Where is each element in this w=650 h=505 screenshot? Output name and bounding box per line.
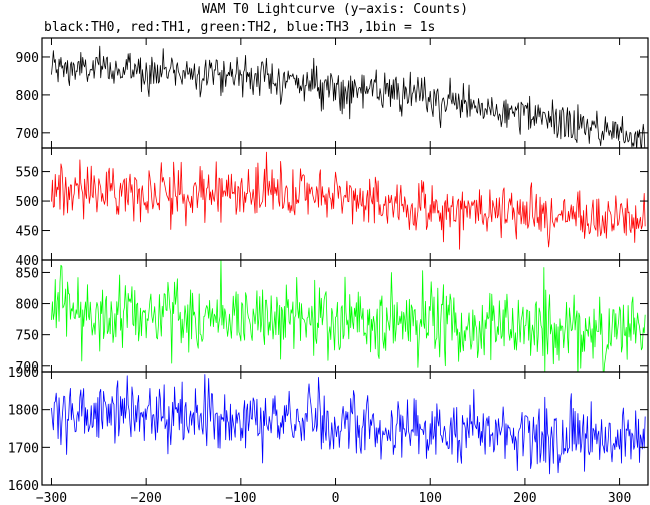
y-tick-label: 1700 xyxy=(8,441,39,456)
chart-subtitle: black:TH0, red:TH1, green:TH2, blue:TH3 … xyxy=(44,20,435,35)
y-tick-label: 700 xyxy=(16,360,39,375)
series-line-th3 xyxy=(51,374,646,475)
y-tick-label: 500 xyxy=(16,195,39,210)
y-tick-label: 750 xyxy=(16,329,39,344)
x-tick-label: 100 xyxy=(418,491,441,505)
x-tick-label: −100 xyxy=(225,491,256,505)
y-tick-label: 700 xyxy=(16,127,39,142)
y-tick-label: 1800 xyxy=(8,404,39,419)
x-tick-label: 0 xyxy=(332,491,340,505)
series-line-th2 xyxy=(51,260,646,372)
y-tick-label: 800 xyxy=(16,89,39,104)
y-tick-label: 850 xyxy=(16,266,39,281)
series-line-th0 xyxy=(51,45,646,148)
y-tick-label: 450 xyxy=(16,225,39,240)
x-tick-label: 300 xyxy=(608,491,631,505)
y-tick-label: 1600 xyxy=(8,479,39,494)
x-tick-label: 200 xyxy=(513,491,536,505)
x-tick-label: −300 xyxy=(36,491,67,505)
y-tick-label: 550 xyxy=(16,166,39,181)
panels-group: 700 800 900 400 450 500 550 700 750 800 850 1600 170… xyxy=(8,37,649,494)
y-tick-label: 400 xyxy=(16,254,39,269)
panel-th2: 700 750 800 850 xyxy=(16,259,649,375)
y-tick-label: 800 xyxy=(16,298,39,313)
x-tick-label: −200 xyxy=(131,491,162,505)
panel-th3: 1600 1700 1800 1900 xyxy=(8,366,649,494)
panel-th1: 400 450 500 550 xyxy=(16,147,649,269)
series-line-th1 xyxy=(51,151,646,250)
chart-title: WAM T0 Lightcurve (y−axis: Counts) xyxy=(202,2,468,17)
y-tick-label: 900 xyxy=(16,51,39,66)
y-tick-label: 1900 xyxy=(8,366,39,381)
x-axis: −300 −200 −100 0 100 200 300 xyxy=(36,491,632,505)
panel-frame xyxy=(41,371,649,486)
panel-th0: 700 800 900 xyxy=(16,37,649,149)
